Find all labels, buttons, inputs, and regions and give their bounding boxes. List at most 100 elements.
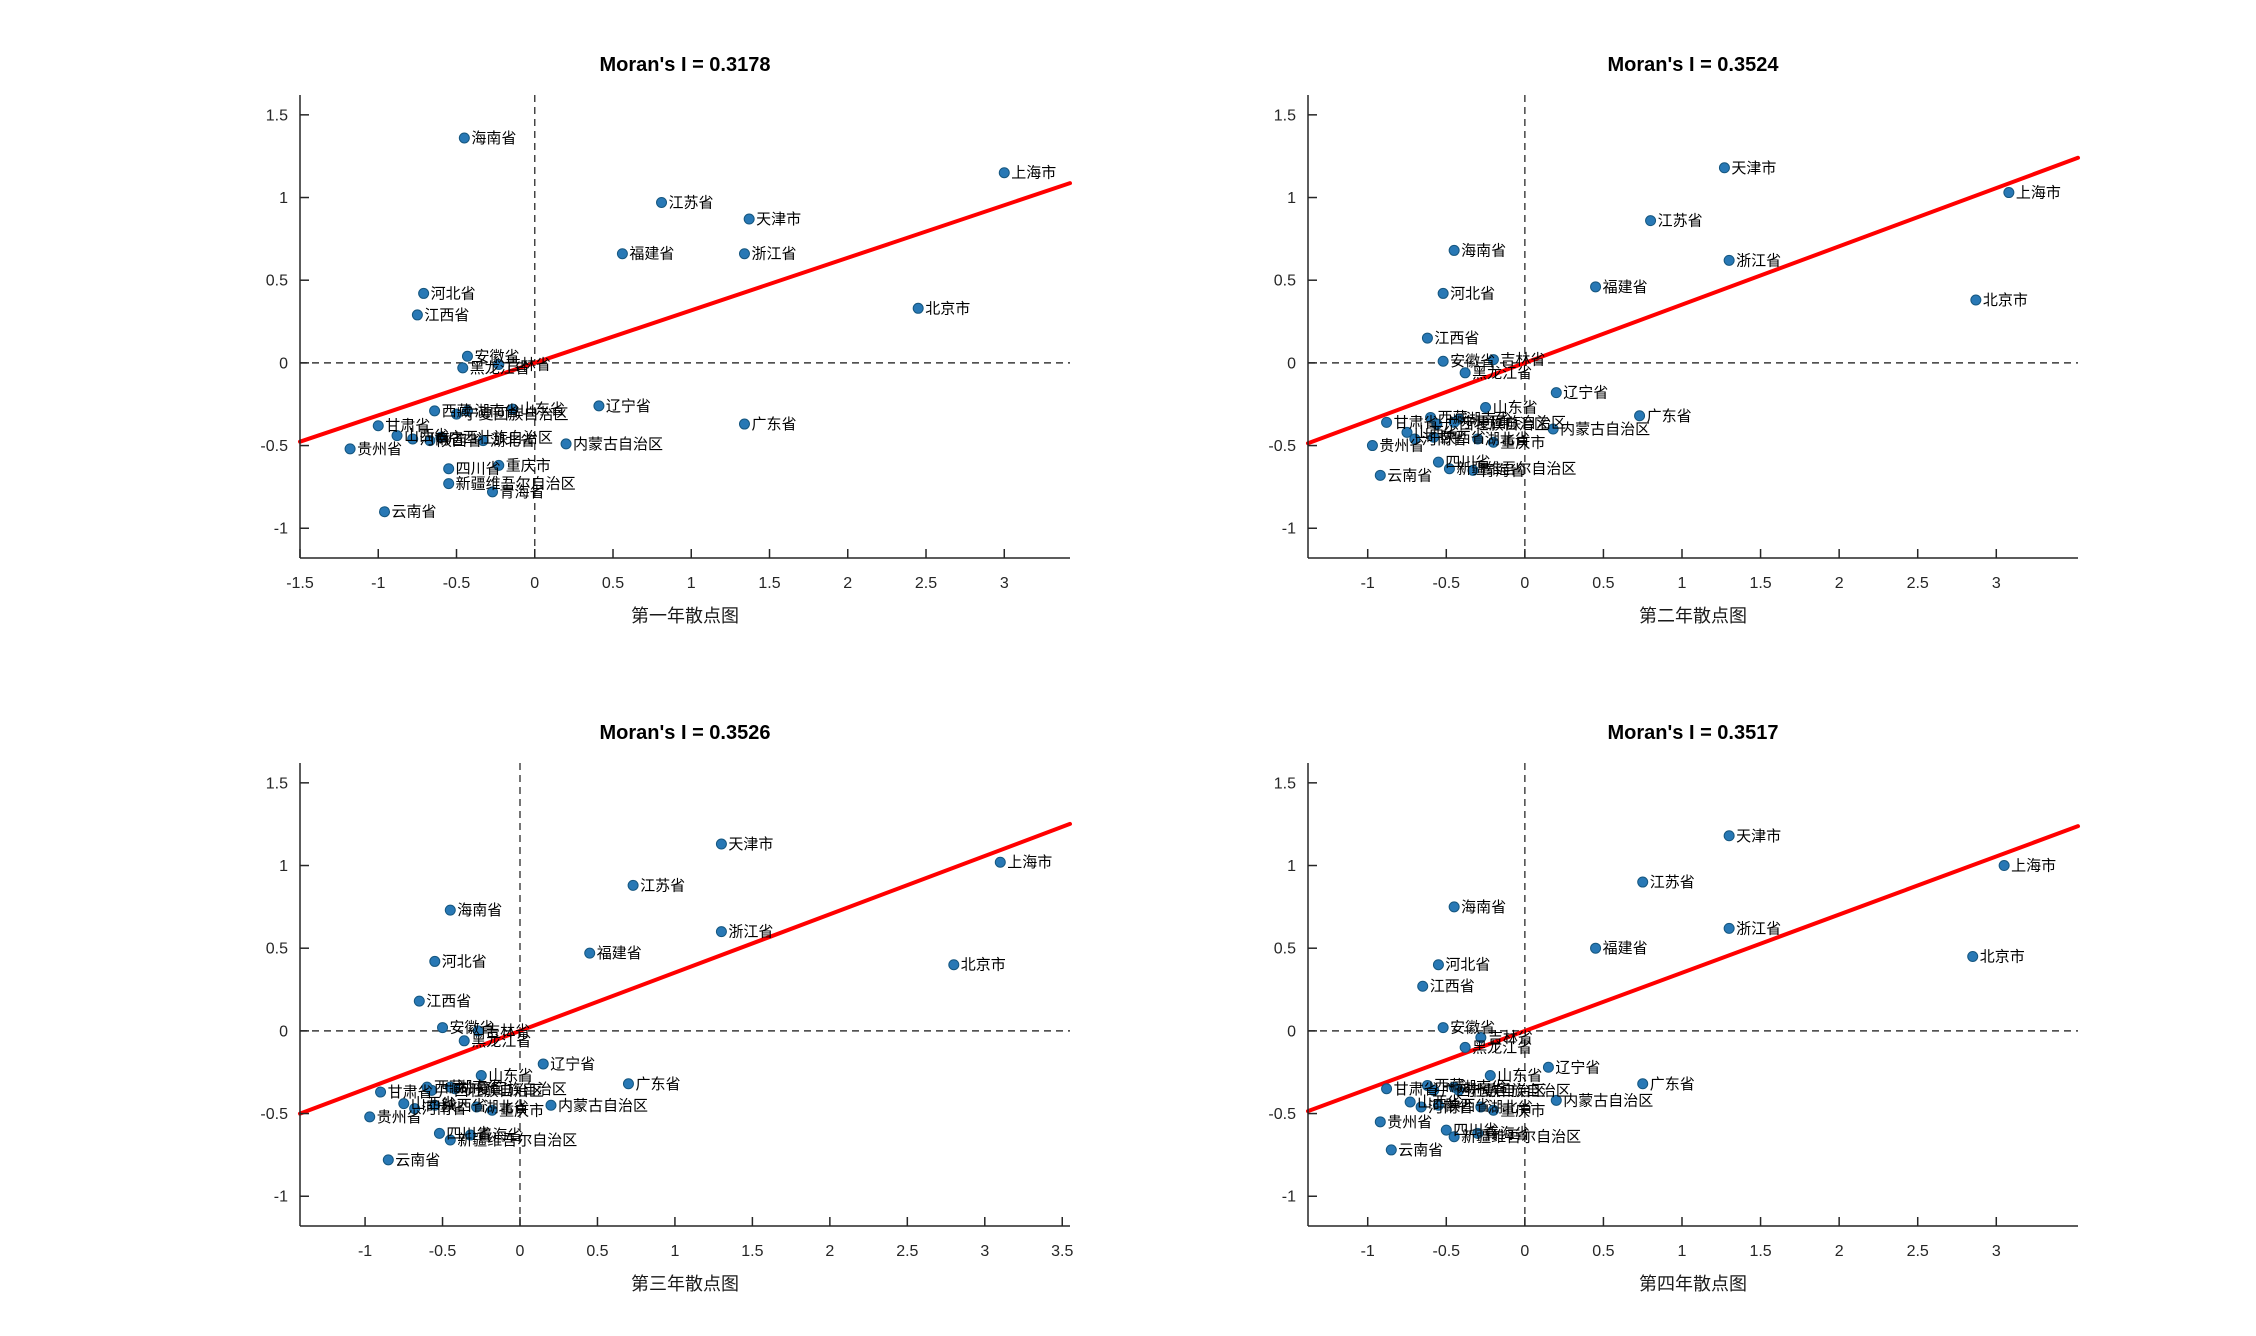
scatter-point [912, 302, 924, 314]
x-tick-label: 2.5 [1907, 575, 1929, 592]
x-axis-label: 第三年散点图 [631, 1274, 739, 1294]
scatter-point [1723, 254, 1735, 266]
point-label: 广西壮族自治区 [448, 429, 553, 446]
point-label: 上海市 [1007, 854, 1052, 871]
point-label: 重庆市 [499, 1102, 544, 1119]
scatter-point [616, 248, 628, 260]
chart-title: Moran's I = 0.3517 [1608, 722, 1779, 744]
scatter-point [1401, 426, 1413, 438]
x-tick-label: 2 [1835, 1243, 1844, 1260]
point-label: 海南省 [457, 902, 502, 919]
scatter-point [507, 403, 519, 415]
point-label: 河北省 [442, 953, 487, 970]
y-tick-label: 1.5 [266, 107, 288, 124]
scatter-point [1487, 1104, 1499, 1116]
point-label: 天津市 [1736, 828, 1781, 845]
point-label: 辽宁省 [550, 1056, 595, 1073]
y-tick-label: 1.5 [266, 775, 288, 792]
scatter-point [1421, 332, 1433, 344]
x-tick-label: -1 [1361, 575, 1375, 592]
point-label: 内蒙古自治区 [1563, 1092, 1653, 1109]
scatter-point [411, 309, 423, 321]
point-label: 福建省 [1603, 940, 1648, 957]
scatter-point [1634, 410, 1646, 422]
point-label: 湖北省 [1485, 431, 1530, 448]
x-tick-label: 3 [980, 1243, 989, 1260]
scatter-point [1590, 281, 1602, 293]
scatter-point [429, 1099, 441, 1111]
scatter-point [375, 1086, 387, 1098]
point-label: 宁夏回族自治区 [464, 406, 569, 423]
scatter-point [1970, 294, 1982, 306]
x-axis-label: 第二年散点图 [1639, 606, 1747, 626]
point-label: 西藏 [1434, 1077, 1464, 1094]
scatter-point [472, 1025, 484, 1037]
y-tick-label: 1 [279, 190, 288, 207]
point-label: 山西省 [1414, 424, 1459, 441]
point-label: 新疆维吾尔自治区 [457, 1132, 577, 1149]
x-tick-label: 0 [1520, 1243, 1529, 1260]
scatter-point [461, 405, 473, 417]
y-tick-label: -1 [274, 1189, 288, 1206]
point-label: 湖北省 [484, 1099, 529, 1116]
point-label: 上海市 [2011, 858, 2056, 875]
scatter-point [493, 459, 505, 471]
scatter-point [1967, 950, 1979, 962]
scatter-point [471, 1101, 483, 1113]
regression-line [298, 181, 1072, 444]
y-tick-label: -0.5 [1268, 1106, 1296, 1123]
scatter-point [1448, 244, 1460, 256]
scatter-point [1472, 1127, 1484, 1139]
point-label: 福建省 [629, 246, 674, 263]
regression-line [1306, 155, 2080, 446]
regression-line [298, 821, 1072, 1116]
x-tick-label: 2.5 [915, 575, 937, 592]
scatter-point [464, 1129, 476, 1141]
point-label: 重庆市 [506, 457, 551, 474]
scatter-point [627, 879, 639, 891]
scatter-point [994, 856, 1006, 868]
x-tick-label: 1.5 [758, 575, 780, 592]
point-label: 西藏 [1438, 409, 1468, 426]
scatter-point [1428, 431, 1440, 443]
x-tick-label: -0.5 [1432, 1243, 1460, 1260]
x-tick-label: 2.5 [896, 1243, 918, 1260]
point-label: 北京市 [925, 300, 970, 317]
scatter-point [1723, 830, 1735, 842]
point-label: 宁夏回族自治区 [1461, 414, 1566, 431]
point-label: 西藏 [434, 1079, 464, 1096]
point-label: 甘肃省 [1394, 414, 1439, 431]
x-tick-label: 0 [516, 1243, 525, 1260]
point-label: 内蒙古自治区 [1560, 421, 1650, 438]
scatter-point [1385, 1144, 1397, 1156]
point-label: 黑龙江省 [471, 1033, 531, 1050]
x-tick-label: 2 [843, 575, 852, 592]
point-label: 黑龙江省 [1472, 1039, 1532, 1056]
point-label: 辽宁省 [1555, 1059, 1600, 1076]
point-label: 内蒙古自治区 [573, 436, 663, 453]
scatter-point [458, 1035, 470, 1047]
point-label: 海南省 [471, 130, 516, 147]
point-label: 广东省 [1650, 1076, 1695, 1093]
x-tick-label: 1 [670, 1243, 679, 1260]
scatter-point [1547, 423, 1559, 435]
scatter-point [738, 248, 750, 260]
chart-year-1: -1.5 -1 -0.5 0 0.5 1 1.5 2 2.5 3 -1 -0.5 0 0.5 1 1.5 上海市… [260, 54, 1072, 626]
scatter-point [379, 506, 391, 518]
x-tick-label: 2 [1835, 575, 1844, 592]
point-label: 宁夏回族自治区 [1466, 1082, 1571, 1099]
scatter-point [1550, 1094, 1562, 1106]
scatter-point [584, 947, 596, 959]
point-label: 湖北省 [1488, 1099, 1533, 1116]
scatter-point [1637, 1078, 1649, 1090]
point-label: 广西壮族自治区 [1441, 1082, 1546, 1099]
scatter-point [1448, 416, 1460, 428]
scatter-point [1448, 1131, 1460, 1143]
point-label: 陕西省 [1445, 1097, 1490, 1114]
point-label: 江西省 [426, 993, 471, 1010]
scatter-point [407, 433, 419, 445]
x-axis-label: 第一年散点图 [631, 606, 739, 626]
scatter-point [443, 478, 455, 490]
